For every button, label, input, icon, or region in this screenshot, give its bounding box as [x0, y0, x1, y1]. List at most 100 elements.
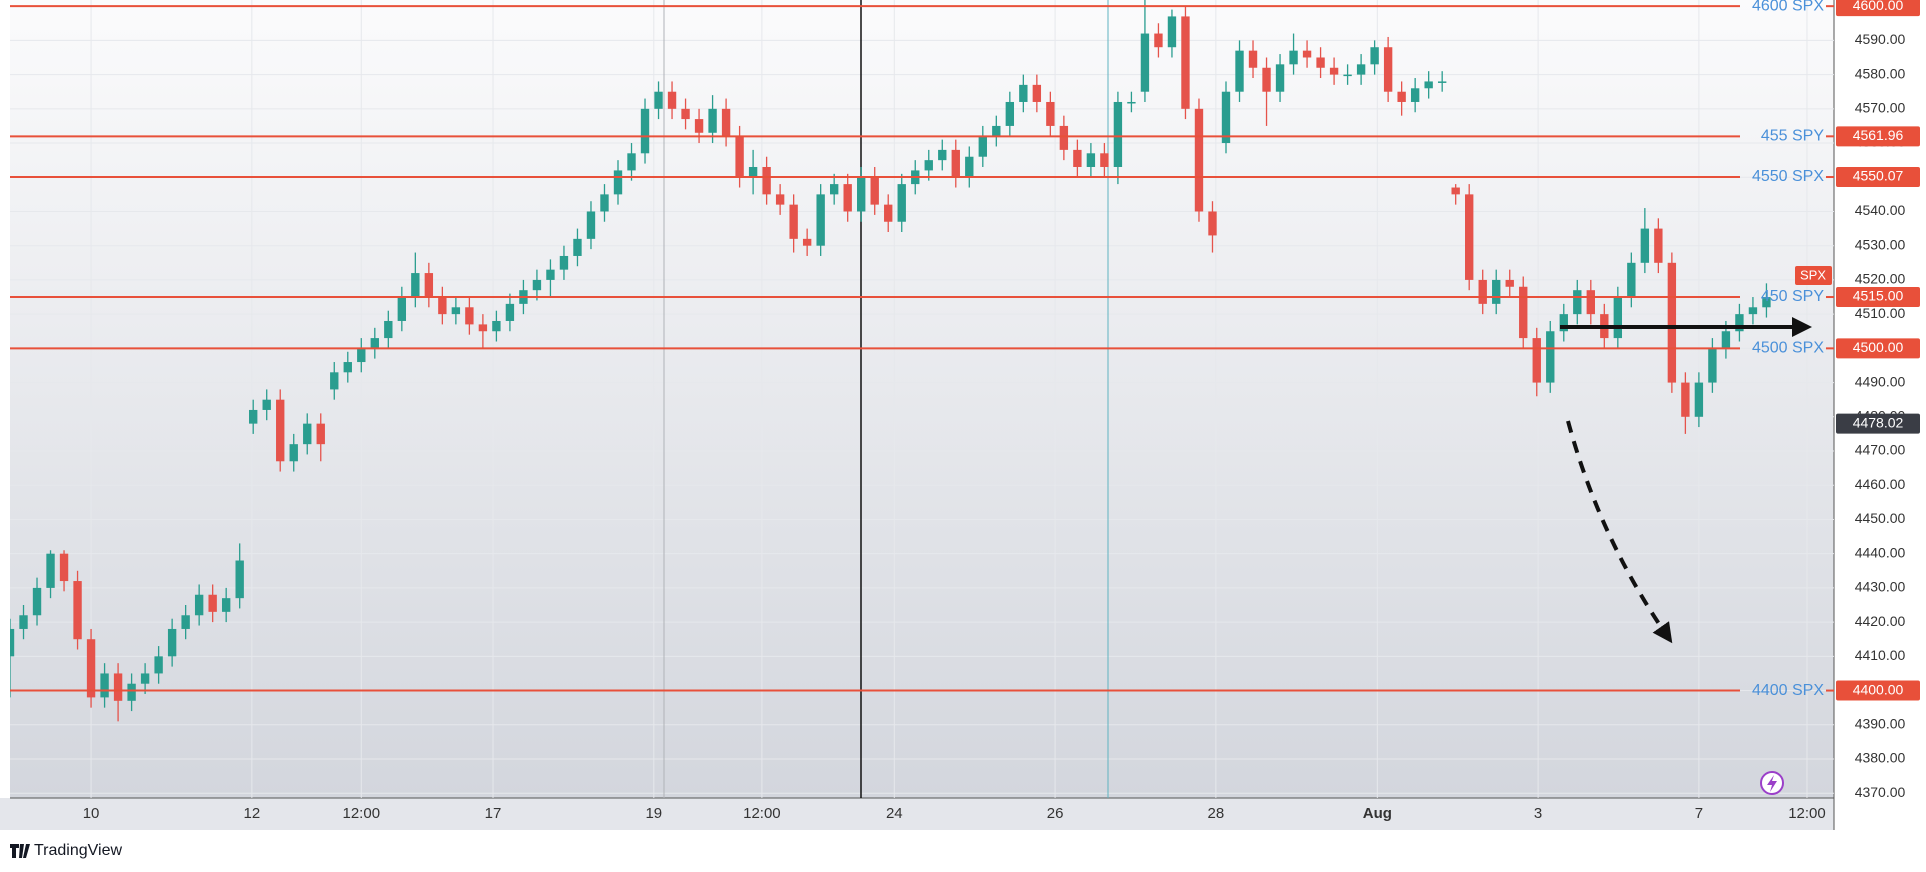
candle-body	[1343, 74, 1352, 77]
candle-body	[1046, 101, 1055, 126]
candle-body	[1370, 47, 1379, 65]
candle-body	[1410, 88, 1420, 102]
candle-body	[748, 166, 758, 178]
candle-body	[1289, 50, 1298, 65]
candle-body	[505, 303, 515, 321]
price-label-box	[1836, 338, 1920, 359]
candle-body	[627, 153, 636, 171]
x-tick-label: 7	[1695, 805, 1703, 822]
candle-body	[992, 125, 1001, 137]
candle-body	[1181, 16, 1190, 109]
candle-body	[1640, 228, 1650, 263]
x-tick-label: 19	[645, 805, 662, 822]
x-tick-label: 10	[83, 805, 100, 822]
candle-body	[492, 320, 501, 332]
candle-body	[586, 211, 596, 239]
candle-body	[789, 204, 798, 239]
candle-body	[654, 91, 663, 109]
candle-body	[1748, 307, 1758, 315]
candle-body	[762, 166, 771, 195]
candle-body	[1086, 153, 1096, 167]
candle-body	[1559, 314, 1568, 332]
candle-body	[154, 656, 163, 674]
candle-body	[397, 297, 407, 321]
dashed-arrow	[1566, 420, 1673, 644]
candle-body	[1073, 149, 1082, 167]
candle-body	[843, 184, 852, 212]
candle-body	[1127, 101, 1136, 104]
candle-body	[1275, 64, 1285, 92]
price-label: 4400.00	[1853, 681, 1904, 697]
candle-body	[438, 297, 447, 315]
axes: 4370.00 4380.00 4390.00 4400.00 4410.00 4420.…	[83, 0, 1920, 822]
candle-body	[1032, 84, 1042, 102]
x-tick-label: 12:00	[343, 805, 381, 822]
candle-body	[424, 273, 434, 298]
candle-body	[32, 587, 42, 616]
price-label-box	[1836, 680, 1920, 701]
y-tick-label: 4470.00	[1855, 442, 1906, 458]
candle-body	[924, 160, 933, 171]
y-tick-label: 4370.00	[1855, 784, 1906, 800]
candle-body	[465, 307, 474, 325]
candle-body	[1505, 279, 1514, 287]
y-tick-label: 4520.00	[1855, 271, 1906, 287]
candle-body	[640, 108, 650, 154]
x-tick-label: 12:00	[743, 805, 781, 822]
price-label-box	[1836, 0, 1920, 17]
candle-body	[1329, 67, 1339, 75]
time-axis	[0, 798, 1834, 830]
candle-body	[1573, 290, 1582, 315]
y-tick-label: 4380.00	[1855, 750, 1906, 766]
candle-body	[1532, 338, 1541, 383]
candle-body	[1451, 187, 1460, 195]
candle-body	[667, 91, 677, 109]
candle-body	[1059, 125, 1069, 150]
candle-body	[965, 156, 974, 178]
price-label-box	[1836, 167, 1920, 188]
candle-body	[303, 423, 312, 445]
x-tick-label: 12:00	[1788, 805, 1826, 822]
last-price-box	[1836, 413, 1920, 434]
candle-body	[1627, 262, 1636, 298]
y-tick-label: 4410.00	[1855, 647, 1906, 663]
candle-body	[194, 594, 204, 616]
candle-body	[1262, 67, 1271, 92]
x-tick-label: 12	[244, 805, 261, 822]
candle-body	[1221, 91, 1231, 144]
candle-body	[451, 307, 461, 315]
y-tick-label: 4420.00	[1855, 613, 1906, 629]
price-label: 4561.96	[1853, 127, 1904, 143]
candle-body	[1478, 279, 1487, 304]
candle-body	[478, 324, 488, 332]
candle-body	[59, 553, 69, 582]
candle-body	[1356, 64, 1366, 75]
candle-body	[1383, 47, 1393, 92]
candle-body	[721, 108, 731, 137]
candle-body	[1235, 50, 1244, 92]
candle-body	[1167, 16, 1177, 48]
candle-body	[1654, 228, 1663, 263]
candle-body	[1194, 108, 1204, 212]
candle-body	[613, 170, 623, 195]
candle-body	[235, 560, 244, 599]
candle-body	[802, 238, 812, 246]
last-price-label: 4478.02	[1853, 414, 1904, 430]
level-label: 450 SPY	[1761, 288, 1824, 305]
y-tick-label: 4390.00	[1855, 715, 1906, 731]
candle-body	[735, 136, 744, 178]
candle-body	[1762, 297, 1771, 308]
candle-body	[1519, 286, 1528, 339]
candle-body	[1100, 153, 1109, 167]
candle-body	[1735, 314, 1744, 332]
candle-body	[938, 149, 947, 161]
y-tick-label: 4570.00	[1855, 100, 1906, 116]
candle-body	[1721, 331, 1731, 349]
candle-body	[816, 194, 825, 246]
candle-body	[181, 615, 190, 629]
candle-body	[411, 273, 420, 298]
candle-body	[1546, 331, 1555, 383]
price-label-box	[1836, 287, 1920, 308]
candle-body	[1113, 101, 1123, 167]
candle-body	[1424, 81, 1433, 89]
